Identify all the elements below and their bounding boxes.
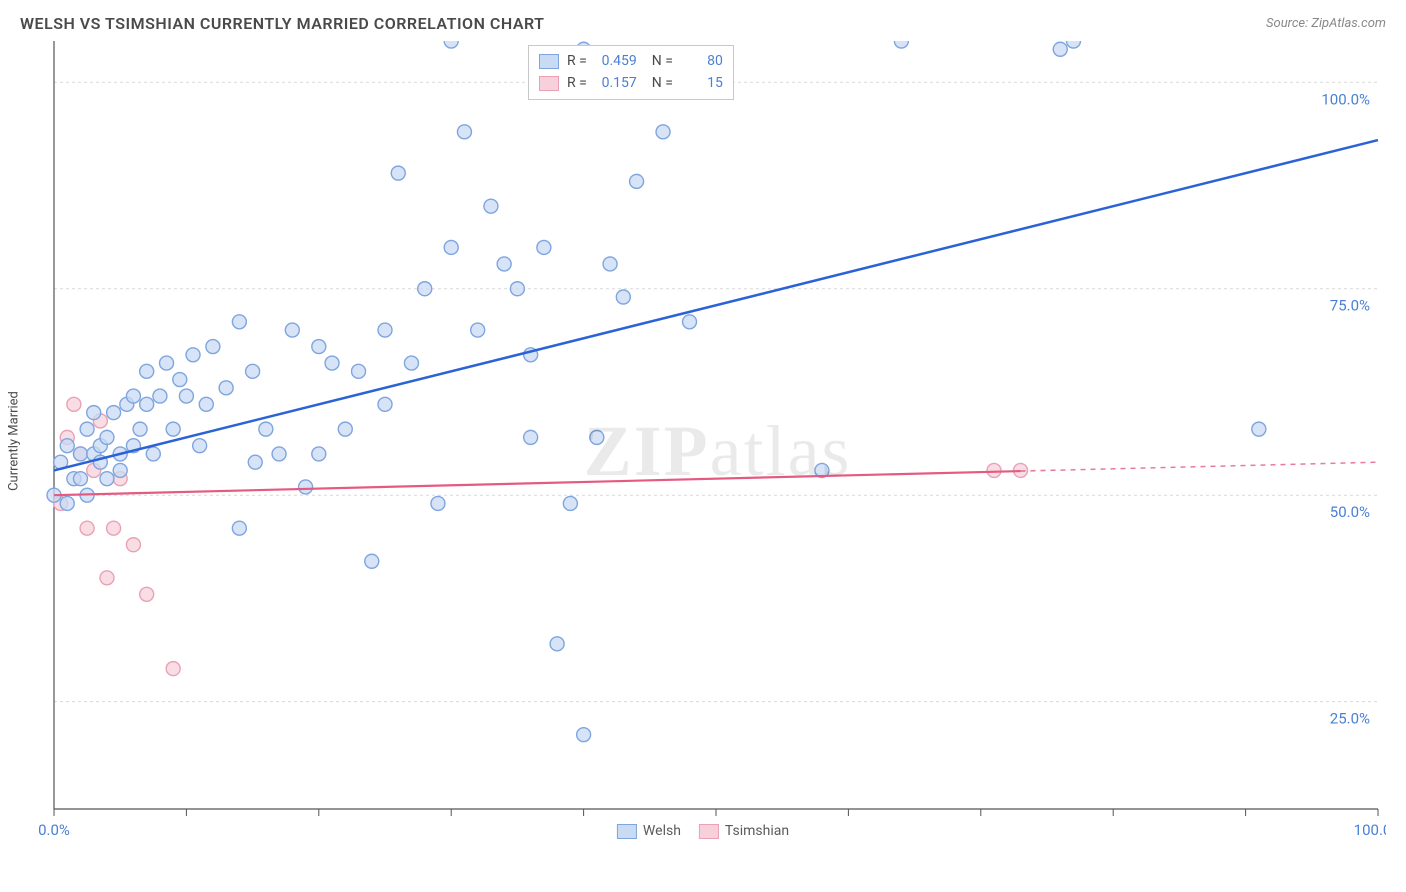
series-name: Welsh	[643, 823, 681, 839]
scatter-plot: 25.0% 50.0% 75.0% 100.0% 0.0% 100.0%	[20, 41, 1386, 841]
svg-text:0.0%: 0.0%	[38, 821, 70, 839]
legend-r-label: R =	[567, 72, 587, 94]
series-legend-item: Tsimshian	[699, 823, 789, 839]
correlation-legend: R = 0.459 N = 80R = 0.157 N = 15	[528, 45, 734, 100]
chart-title: WELSH VS TSIMSHIAN CURRENTLY MARRIED COR…	[20, 14, 545, 33]
legend-r-value: 0.459	[595, 50, 637, 72]
legend-swatch	[539, 76, 559, 91]
y-axis-label: Currently Married	[7, 391, 22, 491]
legend-row: R = 0.157 N = 15	[539, 72, 723, 94]
legend-n-label: N =	[645, 50, 673, 72]
legend-r-value: 0.157	[595, 72, 637, 94]
svg-text:25.0%: 25.0%	[1330, 710, 1370, 728]
svg-text:100.0%: 100.0%	[1321, 90, 1370, 108]
series-legend: Welsh Tsimshian	[617, 823, 789, 839]
chart-header: WELSH VS TSIMSHIAN CURRENTLY MARRIED COR…	[20, 14, 1386, 33]
chart-source: Source: ZipAtlas.com	[1266, 16, 1386, 31]
svg-text:50.0%: 50.0%	[1330, 503, 1370, 521]
legend-n-value: 80	[681, 50, 723, 72]
legend-swatch	[699, 824, 719, 839]
chart-area: Currently Married 25.0%50.0%75.0%100.0%0…	[20, 41, 1386, 841]
svg-text:100.0%: 100.0%	[1354, 821, 1386, 839]
series-legend-item: Welsh	[617, 823, 681, 839]
legend-n-label: N =	[645, 72, 673, 94]
svg-text:75.0%: 75.0%	[1330, 297, 1370, 315]
legend-row: R = 0.459 N = 80	[539, 50, 723, 72]
legend-n-value: 15	[681, 72, 723, 94]
legend-r-label: R =	[567, 50, 587, 72]
legend-swatch	[617, 824, 637, 839]
series-name: Tsimshian	[725, 823, 789, 839]
legend-swatch	[539, 54, 559, 69]
